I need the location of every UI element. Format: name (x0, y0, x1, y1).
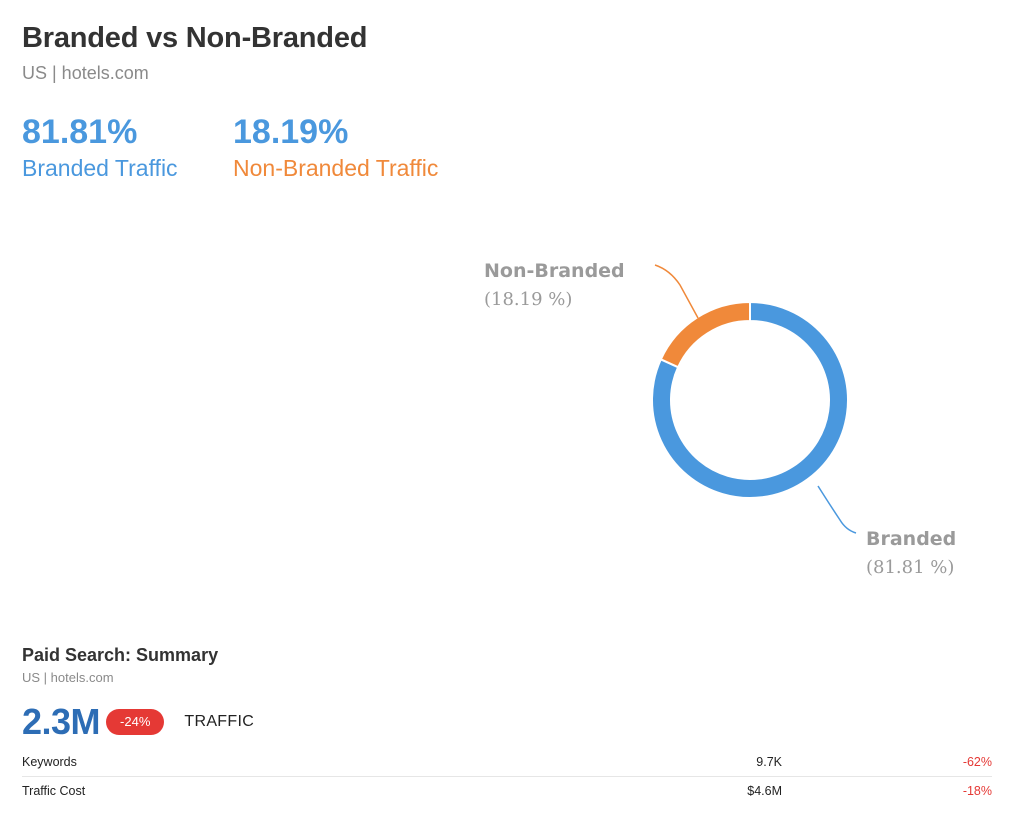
traffic-value: 2.3M (22, 701, 101, 742)
non-branded-callout-name: Non-Branded (484, 260, 625, 282)
branded-traffic-value: 81.81% (22, 113, 138, 151)
branded-callout-value: (81.81 %) (866, 557, 954, 578)
keywords-change: -62% (962, 755, 992, 769)
donut-chart: Non-Branded (18.19 %) Branded (81.81 %) (484, 260, 956, 578)
branded-callout-name: Branded (866, 528, 956, 550)
branded-leader-line (817, 485, 857, 534)
page-title: Branded vs Non-Branded (22, 22, 368, 54)
donut-slice-branded (651, 300, 849, 499)
branded-metric: 81.81% Branded Traffic (22, 112, 178, 182)
paid-search-title: Paid Search: Summary (22, 645, 219, 665)
traffic-cost-value: $4.6M (747, 784, 782, 798)
page-subtitle: US | hotels.com (22, 63, 149, 83)
non-branded-traffic-label: Non-Branded Traffic (233, 155, 439, 181)
paid-search-table: Keywords 9.7K -62% Traffic Cost $4.6M -1… (22, 748, 992, 805)
non-branded-callout-value: (18.19 %) (484, 289, 572, 310)
non-branded-traffic-value: 18.19% (233, 113, 349, 151)
traffic-label: TRAFFIC (184, 713, 255, 730)
non-branded-leader-line (654, 264, 699, 319)
table-row-keywords: Keywords 9.7K -62% (22, 748, 992, 776)
traffic-cost-change: -18% (962, 784, 992, 798)
table-row-traffic-cost: Traffic Cost $4.6M -18% (22, 776, 992, 805)
branded-traffic-label: Branded Traffic (22, 155, 178, 181)
traffic-change-badge: -24% (106, 709, 165, 735)
non-branded-metric: 18.19% Non-Branded Traffic (233, 112, 438, 182)
keywords-label: Keywords (22, 755, 77, 769)
traffic-cost-label: Traffic Cost (22, 784, 86, 798)
donut-slice-non-branded (659, 300, 751, 369)
paid-search-subtitle: US | hotels.com (22, 670, 114, 685)
traffic-summary: 2.3M -24% TRAFFIC (22, 700, 254, 744)
keywords-value: 9.7K (756, 755, 782, 769)
